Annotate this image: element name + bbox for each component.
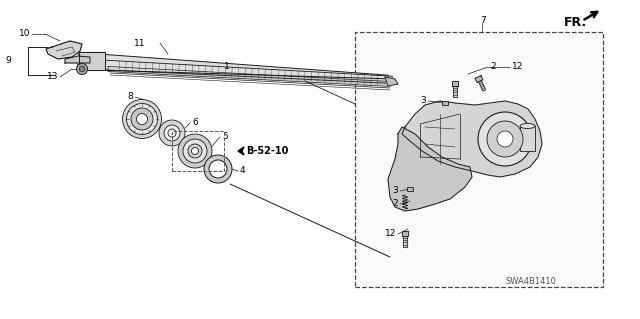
Polygon shape <box>108 66 390 86</box>
Text: 11: 11 <box>134 39 145 48</box>
Circle shape <box>136 114 147 124</box>
Circle shape <box>168 129 176 137</box>
Circle shape <box>131 108 153 130</box>
Circle shape <box>127 103 157 135</box>
Polygon shape <box>385 77 398 86</box>
Polygon shape <box>46 41 82 59</box>
Circle shape <box>209 160 227 178</box>
Polygon shape <box>65 56 90 63</box>
Circle shape <box>159 120 185 146</box>
Circle shape <box>77 63 88 75</box>
Text: 9: 9 <box>5 56 11 65</box>
Polygon shape <box>479 81 486 91</box>
Circle shape <box>497 131 513 147</box>
Bar <box>442 100 448 106</box>
Circle shape <box>178 134 212 168</box>
Polygon shape <box>77 53 388 79</box>
Text: 1: 1 <box>224 63 230 71</box>
Circle shape <box>122 100 161 138</box>
Circle shape <box>188 144 202 158</box>
Polygon shape <box>403 236 406 247</box>
Text: 5: 5 <box>222 132 228 142</box>
Bar <box>407 187 413 191</box>
Text: FR.: FR. <box>564 17 587 29</box>
Polygon shape <box>452 81 458 86</box>
Polygon shape <box>79 52 105 70</box>
Bar <box>172 131 224 171</box>
Polygon shape <box>105 60 392 83</box>
Circle shape <box>183 139 207 163</box>
Polygon shape <box>388 127 472 211</box>
Circle shape <box>487 121 523 157</box>
Text: 3: 3 <box>392 187 398 196</box>
Text: 6: 6 <box>192 118 198 128</box>
Text: 2: 2 <box>490 63 495 71</box>
Circle shape <box>164 125 180 141</box>
Polygon shape <box>238 147 244 155</box>
Text: 8: 8 <box>127 93 133 101</box>
Circle shape <box>79 66 85 72</box>
Polygon shape <box>402 101 542 177</box>
Circle shape <box>204 155 232 183</box>
Text: 13: 13 <box>47 72 58 81</box>
Text: SWA4B1410: SWA4B1410 <box>505 277 556 286</box>
Bar <box>355 32 603 287</box>
Text: B-52-10: B-52-10 <box>246 146 289 156</box>
Text: 12: 12 <box>385 229 396 239</box>
Text: 7: 7 <box>480 17 486 26</box>
Polygon shape <box>475 76 483 83</box>
Text: 4: 4 <box>240 167 246 175</box>
Ellipse shape <box>520 123 535 129</box>
Text: 2: 2 <box>392 199 398 209</box>
Bar <box>520 126 535 151</box>
Text: 12: 12 <box>512 63 524 71</box>
Circle shape <box>478 112 532 166</box>
Circle shape <box>191 147 198 154</box>
Text: 10: 10 <box>19 29 30 39</box>
Polygon shape <box>401 231 408 236</box>
Polygon shape <box>453 86 456 97</box>
Text: 3: 3 <box>420 97 426 106</box>
